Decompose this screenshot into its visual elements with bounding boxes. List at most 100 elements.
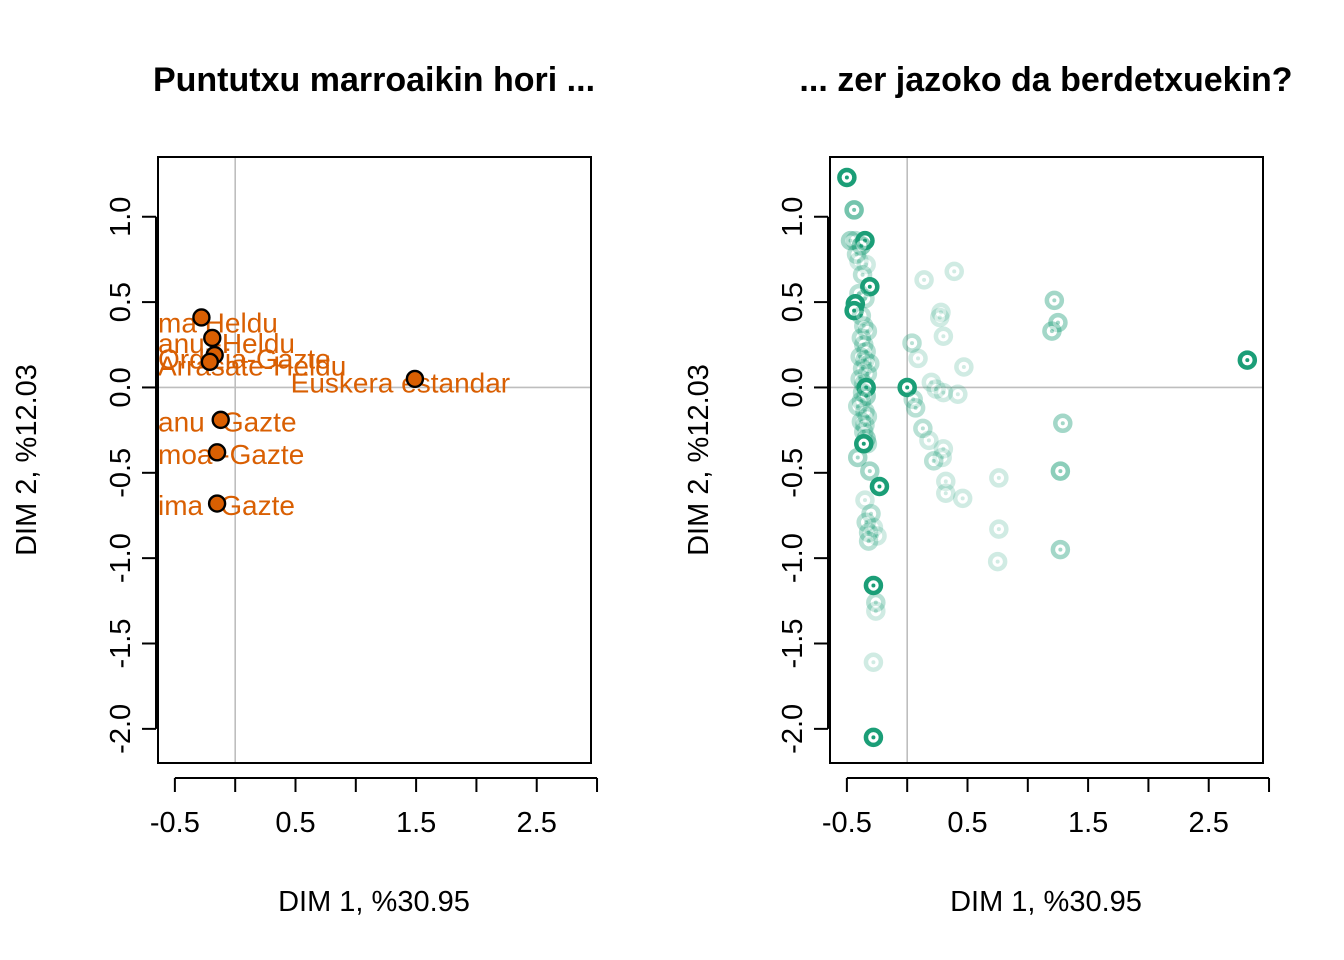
data-point: [1048, 312, 1068, 333]
data-point: [857, 406, 878, 427]
data-point-center: [852, 207, 857, 212]
data-point-ring: [952, 488, 973, 509]
data-point: [923, 451, 944, 471]
data-point-ring: [933, 382, 954, 403]
data-point: [211, 410, 230, 430]
data-point: [851, 236, 872, 256]
data-point-ring: [855, 350, 875, 370]
data-point-center: [931, 458, 936, 463]
left-y-tick-label: -2.0: [105, 704, 137, 754]
point-label: Arrasate-Heldu: [158, 350, 346, 381]
data-point: [856, 386, 876, 406]
data-point: [851, 391, 872, 411]
data-point: [856, 341, 876, 362]
data-point: [921, 372, 942, 393]
data-point: [857, 321, 878, 341]
right-y-tick-label: 0.5: [777, 282, 809, 322]
right-axes: -0.5 0.5 1.5 2.5 1.0 0.5 0.0 -0.5 -1.0 -1.5 -2.0: [777, 197, 1271, 839]
data-point-ring: [850, 346, 870, 367]
data-point-ring: [863, 517, 884, 538]
data-point-ring: [1053, 413, 1073, 434]
data-point: [1237, 350, 1258, 370]
data-point-ring: [1048, 312, 1068, 333]
data-point: [903, 389, 923, 410]
right-points: [837, 167, 1258, 748]
data-point: [914, 270, 934, 290]
data-point: [860, 276, 880, 297]
data-point-center: [860, 366, 865, 371]
data-point-ring: [936, 483, 956, 504]
data-point-center: [996, 527, 1001, 532]
data-point: [856, 512, 876, 533]
data-point-ring: [847, 447, 868, 468]
data-point-center: [937, 315, 942, 320]
data-point-ring: [908, 348, 928, 369]
left-panel-x-axis-label: DIM 1, %30.95: [278, 886, 470, 918]
data-point-ring: [852, 382, 873, 403]
data-point-ring: [858, 522, 879, 543]
data-point: [1044, 290, 1065, 311]
left-panel-y-axis-label: DIM 2, %12.03: [11, 364, 43, 556]
data-point: [1050, 461, 1071, 481]
data-point-center: [855, 455, 860, 460]
data-point: [847, 396, 868, 416]
data-point-ring: [913, 418, 933, 439]
data-point: [933, 326, 954, 346]
data-point-center: [858, 354, 863, 359]
data-point-center: [861, 429, 866, 434]
data-point-center: [1245, 358, 1250, 363]
data-point: [860, 353, 880, 374]
data-point: [854, 434, 874, 454]
data-point-ring: [856, 512, 876, 533]
data-point: [860, 461, 880, 481]
data-point: [954, 357, 974, 377]
data-point-center: [844, 175, 849, 180]
data-point-center: [861, 323, 866, 328]
data-point-center: [865, 329, 870, 334]
data-point-center: [864, 349, 869, 354]
data-point: [897, 377, 917, 398]
data-point-center: [960, 496, 965, 501]
data-point-center: [861, 441, 866, 446]
data-point: [952, 488, 973, 509]
data-point-ring: [919, 430, 939, 451]
data-point-center: [862, 498, 867, 503]
data-point-ring: [923, 451, 944, 471]
data-point-ring: [931, 302, 951, 323]
data-point-ring: [866, 601, 886, 621]
data-point-center: [871, 583, 876, 588]
point-label: ima -Gazte: [158, 490, 295, 521]
data-point-center: [864, 520, 869, 525]
left-y-tick-label: 0.0: [105, 367, 137, 407]
right-y-tick-label: 1.0: [777, 197, 809, 237]
data-point-center: [940, 455, 945, 460]
data-point-ring: [863, 652, 884, 673]
data-point-center: [1052, 298, 1057, 303]
data-point: [987, 551, 1008, 572]
data-point-ring: [902, 333, 922, 353]
left-x-tick-label: 2.5: [517, 807, 557, 839]
data-point-ring: [855, 415, 875, 435]
right-x-tick-label: 2.5: [1189, 807, 1229, 839]
data-point-center: [865, 414, 870, 419]
data-point-center: [1049, 329, 1054, 334]
data-point: [944, 261, 964, 282]
data-point-ring: [857, 406, 878, 427]
data-point-center: [866, 539, 871, 544]
data-point-center: [941, 446, 946, 451]
left-panel-title: Puntutxu marroaikin hori ...: [153, 61, 595, 99]
data-point-ring: [851, 411, 872, 432]
data-point: [851, 411, 872, 432]
data-point-center: [1058, 469, 1063, 474]
data-point-center: [866, 530, 871, 535]
data-point-center: [865, 371, 870, 376]
left-y-tick-label: -0.5: [105, 448, 137, 498]
data-point-center: [996, 475, 1001, 480]
data-point-center: [862, 409, 867, 414]
data-point: [192, 308, 211, 327]
data-point-ring: [847, 396, 868, 416]
data-point-center: [864, 262, 869, 267]
data-point: [933, 439, 954, 459]
right-plot-frame: [829, 156, 1264, 764]
